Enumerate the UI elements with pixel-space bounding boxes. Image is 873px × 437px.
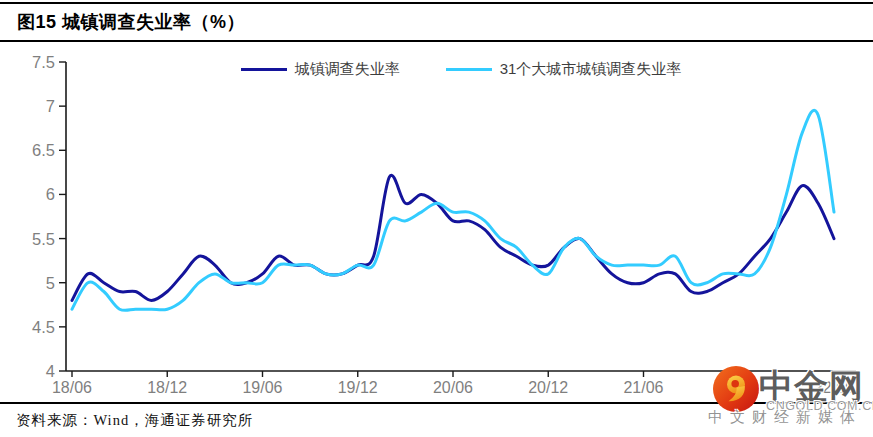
y-tick-label: 7 bbox=[46, 97, 55, 115]
x-tick-label: 20/12 bbox=[528, 379, 568, 396]
x-tick-label: 19/12 bbox=[338, 379, 378, 396]
y-tick-label: 6 bbox=[46, 185, 55, 203]
y-tick-label: 4.5 bbox=[32, 318, 55, 336]
x-tick-label: 18/06 bbox=[52, 379, 92, 396]
national-unemployment-line bbox=[72, 175, 834, 300]
x-tick-label: 22/06 bbox=[814, 379, 854, 396]
national-line-swatch-icon bbox=[241, 68, 287, 71]
legend-entry-national: 城镇调查失业率 bbox=[241, 60, 400, 79]
legend-entry-31cities: 31个大城市城镇调查失业率 bbox=[446, 60, 682, 79]
y-tick-label: 5 bbox=[46, 274, 55, 292]
y-tick-label: 7.5 bbox=[32, 53, 55, 71]
y-tick-label: 4 bbox=[46, 362, 55, 380]
y-tick-label: 5.5 bbox=[32, 230, 55, 248]
x-tick-label: 19/06 bbox=[242, 379, 282, 396]
x-tick-label: 21/06 bbox=[623, 379, 663, 396]
legend-label-national: 城镇调查失业率 bbox=[295, 60, 400, 79]
cities31-line-swatch-icon bbox=[446, 68, 492, 71]
cities31-unemployment-line bbox=[72, 110, 834, 310]
report-figure-page: 图15 城镇调查失业率（%） 城镇调查失业率 31个大城市城镇调查失业率 44.… bbox=[0, 0, 873, 437]
y-tick-label: 6.5 bbox=[32, 141, 55, 159]
x-tick-label: 20/06 bbox=[433, 379, 473, 396]
legend-label-31cities: 31个大城市城镇调查失业率 bbox=[500, 60, 682, 79]
chart-legend: 城镇调查失业率 31个大城市城镇调查失业率 bbox=[66, 60, 856, 79]
x-tick-label: 21/12 bbox=[719, 379, 759, 396]
x-tick-label: 18/12 bbox=[147, 379, 187, 396]
